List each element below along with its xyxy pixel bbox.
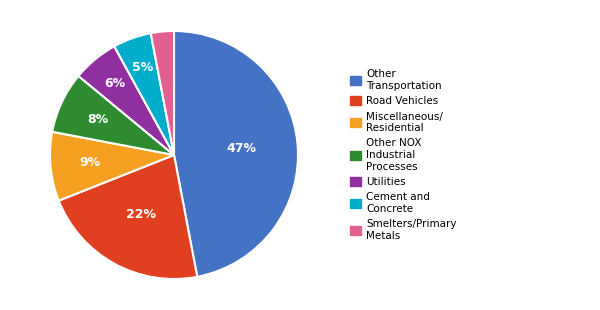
Wedge shape bbox=[52, 76, 174, 155]
Text: 6%: 6% bbox=[104, 77, 125, 90]
Wedge shape bbox=[174, 31, 298, 277]
Wedge shape bbox=[59, 155, 197, 279]
Text: 8%: 8% bbox=[87, 113, 108, 126]
Text: 5%: 5% bbox=[132, 61, 153, 74]
Wedge shape bbox=[114, 33, 174, 155]
Text: 9%: 9% bbox=[79, 157, 101, 170]
Wedge shape bbox=[50, 132, 174, 201]
Legend: Other
Transportation, Road Vehicles, Miscellaneous/
Residential, Other NOX
Indus: Other Transportation, Road Vehicles, Mis… bbox=[347, 66, 460, 244]
Text: 22%: 22% bbox=[126, 208, 156, 221]
Wedge shape bbox=[151, 31, 174, 155]
Text: 47%: 47% bbox=[227, 142, 257, 155]
Wedge shape bbox=[79, 46, 174, 155]
